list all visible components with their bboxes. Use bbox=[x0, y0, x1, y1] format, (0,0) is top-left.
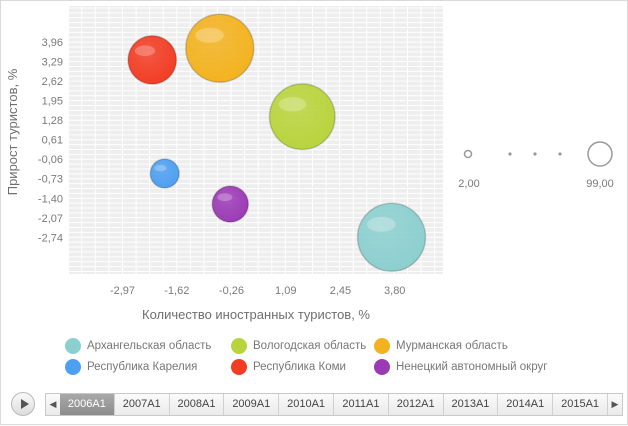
bubble[interactable] bbox=[149, 158, 180, 189]
bubble[interactable] bbox=[185, 13, 255, 83]
size-legend-step bbox=[508, 152, 512, 156]
legend-item[interactable]: Республика Коми bbox=[231, 359, 346, 375]
y-tick-label: -0,73 bbox=[38, 174, 63, 186]
x-tick-label: -2,97 bbox=[110, 285, 135, 297]
y-tick-label: 1,95 bbox=[42, 96, 63, 108]
bubble[interactable] bbox=[211, 185, 250, 223]
play-button[interactable] bbox=[11, 392, 35, 416]
legend-label: Республика Коми bbox=[253, 361, 346, 373]
bubble-highlight bbox=[367, 216, 396, 232]
timeline-period[interactable]: 2012A1 bbox=[389, 394, 444, 415]
scroll-left-button[interactable]: ◀ bbox=[49, 399, 57, 409]
size-legend-max-label: 99,00 bbox=[586, 178, 614, 190]
timeline-period[interactable]: 2006A1 bbox=[60, 394, 115, 415]
bubble-highlight bbox=[217, 193, 233, 202]
x-tick-label: 1,09 bbox=[275, 285, 296, 297]
y-tick-label: 1,28 bbox=[42, 115, 63, 127]
x-tick-label: -1,62 bbox=[164, 285, 189, 297]
y-tick-label: 0,61 bbox=[42, 135, 63, 147]
y-axis-title: Прирост туристов, % bbox=[5, 68, 20, 195]
size-legend-max bbox=[587, 141, 613, 167]
size-legend-min bbox=[463, 149, 473, 159]
legend-label: Ненецкий автономный округ bbox=[396, 361, 548, 373]
legend-item[interactable]: Вологодская область bbox=[231, 338, 366, 354]
timeline-period[interactable]: 2011A1 bbox=[334, 394, 389, 415]
legend-label: Республика Карелия bbox=[87, 361, 198, 373]
x-tick-label: -0,26 bbox=[219, 285, 244, 297]
legend-marker bbox=[231, 338, 247, 354]
legend-item[interactable]: Архангельская область bbox=[65, 338, 211, 354]
legend-label: Мурманская область bbox=[396, 340, 508, 352]
size-legend-min-label: 2,00 bbox=[458, 178, 479, 190]
play-icon bbox=[21, 399, 29, 409]
x-tick-label: 2,45 bbox=[330, 285, 351, 297]
x-tick-label: 3,80 bbox=[384, 285, 405, 297]
legend-item[interactable]: Республика Карелия bbox=[65, 359, 197, 375]
timeline-period[interactable]: 2013A1 bbox=[444, 394, 499, 415]
timeline-period[interactable]: 2007A1 bbox=[115, 394, 170, 415]
bubble-highlight bbox=[154, 164, 167, 172]
legend-marker bbox=[374, 359, 390, 375]
bubble-highlight bbox=[195, 27, 224, 43]
legend-label: Вологодская область bbox=[253, 340, 367, 352]
legend-marker bbox=[374, 338, 390, 354]
legend-marker bbox=[65, 359, 81, 375]
y-tick-label: -2,07 bbox=[38, 213, 63, 225]
y-tick-label: 3,29 bbox=[42, 57, 63, 69]
y-tick-label: 3,96 bbox=[42, 37, 63, 49]
y-tick-label: -2,74 bbox=[38, 232, 63, 244]
legend-marker bbox=[231, 359, 247, 375]
bubble[interactable] bbox=[268, 83, 336, 151]
y-tick-label: -0,06 bbox=[38, 154, 63, 166]
bubble[interactable] bbox=[356, 202, 427, 273]
y-tick-label: -1,40 bbox=[38, 193, 63, 205]
size-legend-step bbox=[558, 152, 562, 156]
legend-label: Архангельская область bbox=[87, 340, 212, 352]
scroll-right-button[interactable]: ▶ bbox=[611, 399, 619, 409]
y-tick-label: 2,62 bbox=[42, 76, 63, 88]
timeline-period[interactable]: 2015A1 bbox=[553, 394, 608, 415]
size-legend-step bbox=[533, 152, 537, 156]
bubble[interactable] bbox=[127, 34, 178, 85]
timeline-period[interactable]: 2010A1 bbox=[279, 394, 334, 415]
x-axis-title: Количество иностранных туристов, % bbox=[142, 307, 370, 322]
bubble-highlight bbox=[278, 97, 307, 112]
legend-marker bbox=[65, 338, 81, 354]
legend-item[interactable]: Мурманская область bbox=[374, 338, 508, 354]
timeline-period[interactable]: 2014A1 bbox=[498, 394, 554, 415]
legend-item[interactable]: Ненецкий автономный округ bbox=[374, 359, 547, 375]
timeline-period[interactable]: 2008A1 bbox=[170, 394, 225, 415]
timeline-periods: 2006A1 2007A1 2008A1 2009A1 2010A1 2011A1 2012… bbox=[60, 394, 608, 415]
timeline-period[interactable]: 2009A1 bbox=[224, 394, 280, 415]
bubble-highlight bbox=[134, 45, 156, 57]
timeline-player: ◀ 2006A1 2007A1 2008A1 2009A1 2010A1 2011A1 20… bbox=[11, 392, 623, 416]
timeline-track: ◀ 2006A1 2007A1 2008A1 2009A1 2010A1 2011A1 20… bbox=[45, 393, 623, 416]
